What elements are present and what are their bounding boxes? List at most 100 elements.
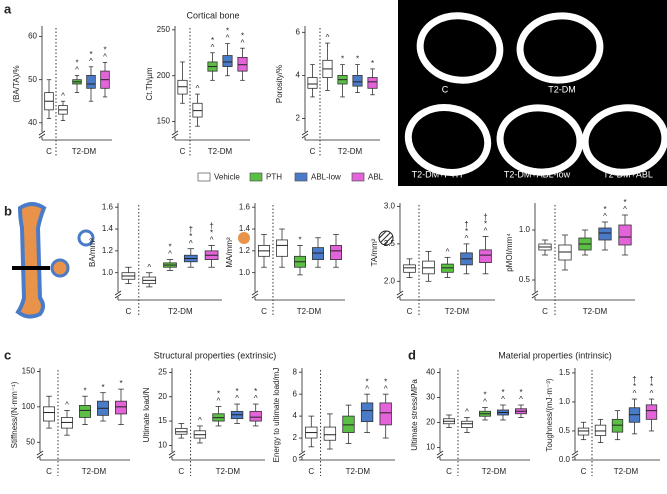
group-label: C xyxy=(126,307,132,316)
significance-mark: * xyxy=(633,382,636,391)
significance-mark: ^ xyxy=(384,384,388,393)
significance-mark: ^ xyxy=(75,65,79,74)
axis-break xyxy=(168,453,176,459)
y-tick-label: 25 xyxy=(158,368,167,377)
legend-swatch xyxy=(351,172,365,182)
box xyxy=(330,245,342,260)
box xyxy=(598,227,612,241)
panel-letter: d xyxy=(408,347,416,362)
heading: Structural properties (extrinsic) xyxy=(154,350,277,360)
y-tick-label: 150 xyxy=(22,367,36,376)
box xyxy=(611,418,624,433)
significance-mark: † xyxy=(209,222,213,231)
group-label: T2-DM xyxy=(614,467,639,476)
y-axis-label: BA/mm² xyxy=(88,238,97,267)
y-tick-label: 1.0 xyxy=(102,268,114,277)
significance-mark: * xyxy=(341,55,344,64)
legend-label: ABL xyxy=(368,173,384,182)
y-tick-label: 0.0 xyxy=(559,455,571,464)
y-tick-label: 250 xyxy=(157,25,171,34)
y-tick-label: 1.2 xyxy=(239,246,251,255)
group-label: C xyxy=(261,307,267,316)
significance-mark: ^ xyxy=(235,394,239,403)
significance-mark: ^ xyxy=(254,394,258,403)
box xyxy=(79,405,91,418)
y-tick-label: 50 xyxy=(28,75,37,84)
y-tick-label: 2.0 xyxy=(384,276,396,285)
y-tick-label: 1.0 xyxy=(559,397,571,406)
y-tick-label: 3.0 xyxy=(384,202,396,211)
y-axis-label: pMOI/mm⁴ xyxy=(505,233,514,272)
y-tick-label: 15 xyxy=(158,416,167,425)
y-tick-label: 6 xyxy=(296,27,301,36)
significance-mark: ^ xyxy=(623,205,627,214)
significance-mark: * xyxy=(623,198,626,207)
y-tick-label: 1.2 xyxy=(102,246,114,255)
group-label: C xyxy=(308,467,314,476)
image-label: T2-DM+ABL-low xyxy=(504,169,571,179)
box xyxy=(367,77,378,89)
y-axis-label: TA/mm² xyxy=(370,238,379,266)
significance-mark: ^ xyxy=(89,57,93,66)
legend-swatch xyxy=(294,172,308,182)
significance-mark: * xyxy=(465,227,468,236)
significance-mark: * xyxy=(254,387,257,396)
group-label: T2-DM xyxy=(445,307,470,316)
group-label: T2-DM xyxy=(216,467,241,476)
significance-mark: ^ xyxy=(446,247,450,256)
box xyxy=(352,74,363,87)
axis-break xyxy=(571,453,579,459)
axis-break xyxy=(171,133,179,139)
significance-mark: ^ xyxy=(147,263,151,272)
y-tick-label: 4 xyxy=(296,70,301,79)
group-label: C xyxy=(581,467,587,476)
y-tick-label: 60 xyxy=(28,32,37,41)
significance-mark: ^ xyxy=(61,91,65,100)
legend-swatch xyxy=(197,172,211,182)
significance-mark: † xyxy=(632,375,636,384)
y-tick-label: 2 xyxy=(293,433,298,442)
axis-break xyxy=(36,450,44,456)
axis-break xyxy=(298,453,306,459)
y-tick-label: 1.6 xyxy=(239,202,251,211)
box xyxy=(645,404,658,420)
ct-ring xyxy=(516,12,604,84)
box xyxy=(594,424,607,437)
significance-mark: ^ xyxy=(189,239,193,248)
group-label: T2-DM xyxy=(297,307,322,316)
heading: Cortical bone xyxy=(186,10,239,20)
image-label: T2-DM+PTH xyxy=(412,169,463,179)
significance-mark: ^ xyxy=(365,384,369,393)
significance-mark: ^ xyxy=(210,236,214,245)
y-tick-label: 1.4 xyxy=(102,224,114,233)
significance-mark: * xyxy=(356,55,359,64)
axis-break xyxy=(36,453,44,459)
axis-break xyxy=(531,290,539,296)
ct-ring xyxy=(416,12,504,84)
box xyxy=(86,74,96,89)
significance-mark: * xyxy=(236,387,239,396)
box xyxy=(115,400,127,415)
y-tick-label: 200 xyxy=(157,71,171,80)
legend-label: PTH xyxy=(266,173,282,182)
group-label: T2-DM xyxy=(346,467,371,476)
box xyxy=(222,55,233,67)
group-label: C xyxy=(46,147,52,156)
axis-break xyxy=(298,450,306,456)
box xyxy=(342,415,355,433)
significance-mark: * xyxy=(189,232,192,241)
significance-mark: * xyxy=(603,205,606,214)
y-tick-label: 10 xyxy=(158,441,167,450)
group-label: C xyxy=(178,467,184,476)
y-tick-label: 100 xyxy=(22,402,36,411)
y-tick-label: 0.5 xyxy=(559,426,571,435)
y-tick-label: 1.5 xyxy=(559,368,571,377)
y-tick-label: 1.0 xyxy=(519,225,531,234)
significance-mark: * xyxy=(241,31,244,40)
significance-mark: * xyxy=(484,220,487,229)
axis-break xyxy=(301,130,309,136)
y-tick-label: 1.4 xyxy=(239,224,251,233)
significance-mark: * xyxy=(384,377,387,386)
group-label: C xyxy=(446,467,452,476)
